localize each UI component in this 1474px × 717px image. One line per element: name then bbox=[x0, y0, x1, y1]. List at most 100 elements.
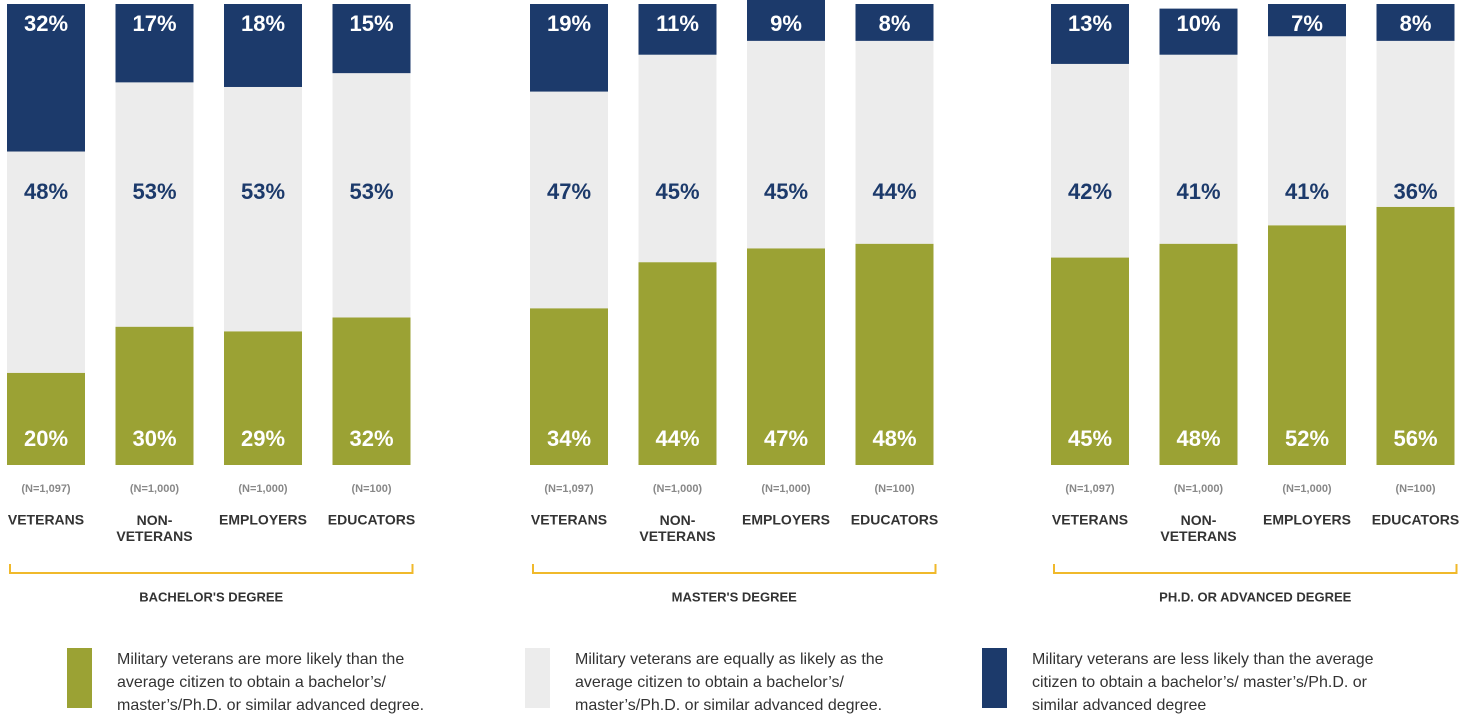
category-label: EDUCATORS bbox=[1372, 512, 1459, 528]
category-label-line: NON- bbox=[1181, 512, 1217, 528]
bar-segment bbox=[1268, 4, 1346, 37]
bar-segment bbox=[1268, 225, 1346, 465]
category-label: EMPLOYERS bbox=[219, 512, 307, 528]
value-label: 45% bbox=[1068, 426, 1112, 451]
value-label: 9% bbox=[770, 11, 802, 36]
category-label-line: VETERANS bbox=[639, 528, 715, 544]
sample-size: (N=1,000) bbox=[1282, 483, 1332, 495]
bar-segment bbox=[638, 4, 717, 55]
bar-segment bbox=[332, 73, 411, 318]
bar-segment bbox=[1051, 257, 1129, 465]
bar-segment bbox=[855, 4, 934, 41]
bar-segment bbox=[747, 0, 825, 41]
value-label: 44% bbox=[655, 426, 699, 451]
sample-size: (N=1,000) bbox=[130, 483, 180, 495]
group-bracket bbox=[9, 564, 414, 574]
legend-swatch bbox=[525, 648, 550, 708]
bar-segment bbox=[7, 151, 85, 373]
value-label: 30% bbox=[132, 426, 176, 451]
sample-size: (N=1,097) bbox=[1065, 483, 1115, 495]
category-label-line: VETERANS bbox=[1160, 528, 1236, 544]
bar-segment bbox=[530, 4, 608, 92]
category-label: EDUCATORS bbox=[328, 512, 415, 528]
bar-segment bbox=[224, 4, 302, 87]
value-label: 41% bbox=[1285, 179, 1329, 204]
value-label: 8% bbox=[879, 11, 911, 36]
value-label: 56% bbox=[1393, 426, 1437, 451]
value-label: 34% bbox=[547, 426, 591, 451]
category-label: EMPLOYERS bbox=[742, 512, 830, 528]
legend-swatch bbox=[982, 648, 1007, 708]
sample-size: (N=1,000) bbox=[1174, 483, 1224, 495]
sample-size: (N=1,097) bbox=[544, 483, 594, 495]
sample-size: (N=1,097) bbox=[21, 483, 71, 495]
category-label: EDUCATORS bbox=[851, 512, 938, 528]
bar-segment bbox=[530, 91, 608, 309]
value-label: 48% bbox=[872, 426, 916, 451]
value-label: 8% bbox=[1400, 11, 1432, 36]
bar-segment bbox=[1376, 4, 1455, 41]
legend-swatch bbox=[67, 648, 92, 708]
bar-segment bbox=[638, 262, 717, 465]
category-label-line: NON- bbox=[660, 512, 696, 528]
value-label: 7% bbox=[1291, 11, 1323, 36]
value-label: 48% bbox=[1176, 426, 1220, 451]
category-label: EMPLOYERS bbox=[1263, 512, 1351, 528]
value-label: 32% bbox=[24, 11, 68, 36]
value-label: 42% bbox=[1068, 179, 1112, 204]
value-label: 13% bbox=[1068, 11, 1112, 36]
value-label: 41% bbox=[1176, 179, 1220, 204]
legend-text: Military veterans are equally as likely … bbox=[575, 651, 884, 714]
bar-segment bbox=[1159, 54, 1238, 244]
value-label: 53% bbox=[349, 179, 393, 204]
category-label: VETERANS bbox=[1052, 512, 1128, 528]
category-label-line: NON- bbox=[137, 512, 173, 528]
value-label: 48% bbox=[24, 179, 68, 204]
category-label: NON-VETERANS bbox=[1160, 512, 1236, 544]
value-label: 45% bbox=[764, 179, 808, 204]
value-label: 18% bbox=[241, 11, 285, 36]
bar-segment bbox=[638, 54, 717, 263]
value-label: 44% bbox=[872, 179, 916, 204]
category-label: VETERANS bbox=[8, 512, 84, 528]
sample-size: (N=1,000) bbox=[653, 483, 703, 495]
value-label: 10% bbox=[1176, 11, 1220, 36]
bar-segment bbox=[855, 243, 934, 465]
value-label: 20% bbox=[24, 426, 68, 451]
category-label-line: VETERANS bbox=[116, 528, 192, 544]
value-label: 15% bbox=[349, 11, 393, 36]
value-label: 45% bbox=[655, 179, 699, 204]
group-bracket bbox=[532, 564, 937, 574]
value-label: 11% bbox=[656, 11, 699, 36]
bar-segment bbox=[115, 82, 194, 327]
bar-segment bbox=[747, 248, 825, 465]
legend-text: Military veterans are less likely than t… bbox=[1032, 651, 1374, 714]
sample-size: (N=1,000) bbox=[238, 483, 288, 495]
value-label: 47% bbox=[547, 179, 591, 204]
group-label: MASTER'S DEGREE bbox=[672, 589, 797, 604]
value-label: 19% bbox=[547, 11, 591, 36]
bar-segment bbox=[7, 4, 85, 152]
category-label: VETERANS bbox=[531, 512, 607, 528]
group-label: PH.D. OR ADVANCED DEGREE bbox=[1159, 589, 1351, 604]
legend-text: Military veterans are more likely than t… bbox=[117, 651, 425, 714]
value-label: 47% bbox=[764, 426, 808, 451]
sample-size: (N=100) bbox=[1395, 483, 1435, 495]
value-label: 52% bbox=[1285, 426, 1329, 451]
bar-segment bbox=[224, 86, 302, 332]
bar-segment bbox=[1051, 63, 1129, 258]
sample-size: (N=100) bbox=[874, 483, 914, 495]
bar-segment bbox=[224, 331, 302, 465]
bar-segment bbox=[115, 326, 194, 465]
group-bracket bbox=[1053, 564, 1458, 574]
bar-segment bbox=[7, 372, 85, 465]
bar-segment bbox=[747, 40, 825, 249]
value-label: 17% bbox=[132, 11, 176, 36]
value-label: 29% bbox=[241, 426, 285, 451]
sample-size: (N=1,000) bbox=[761, 483, 811, 495]
bar-segment bbox=[332, 4, 411, 74]
value-label: 53% bbox=[132, 179, 176, 204]
category-label: NON-VETERANS bbox=[116, 512, 192, 544]
